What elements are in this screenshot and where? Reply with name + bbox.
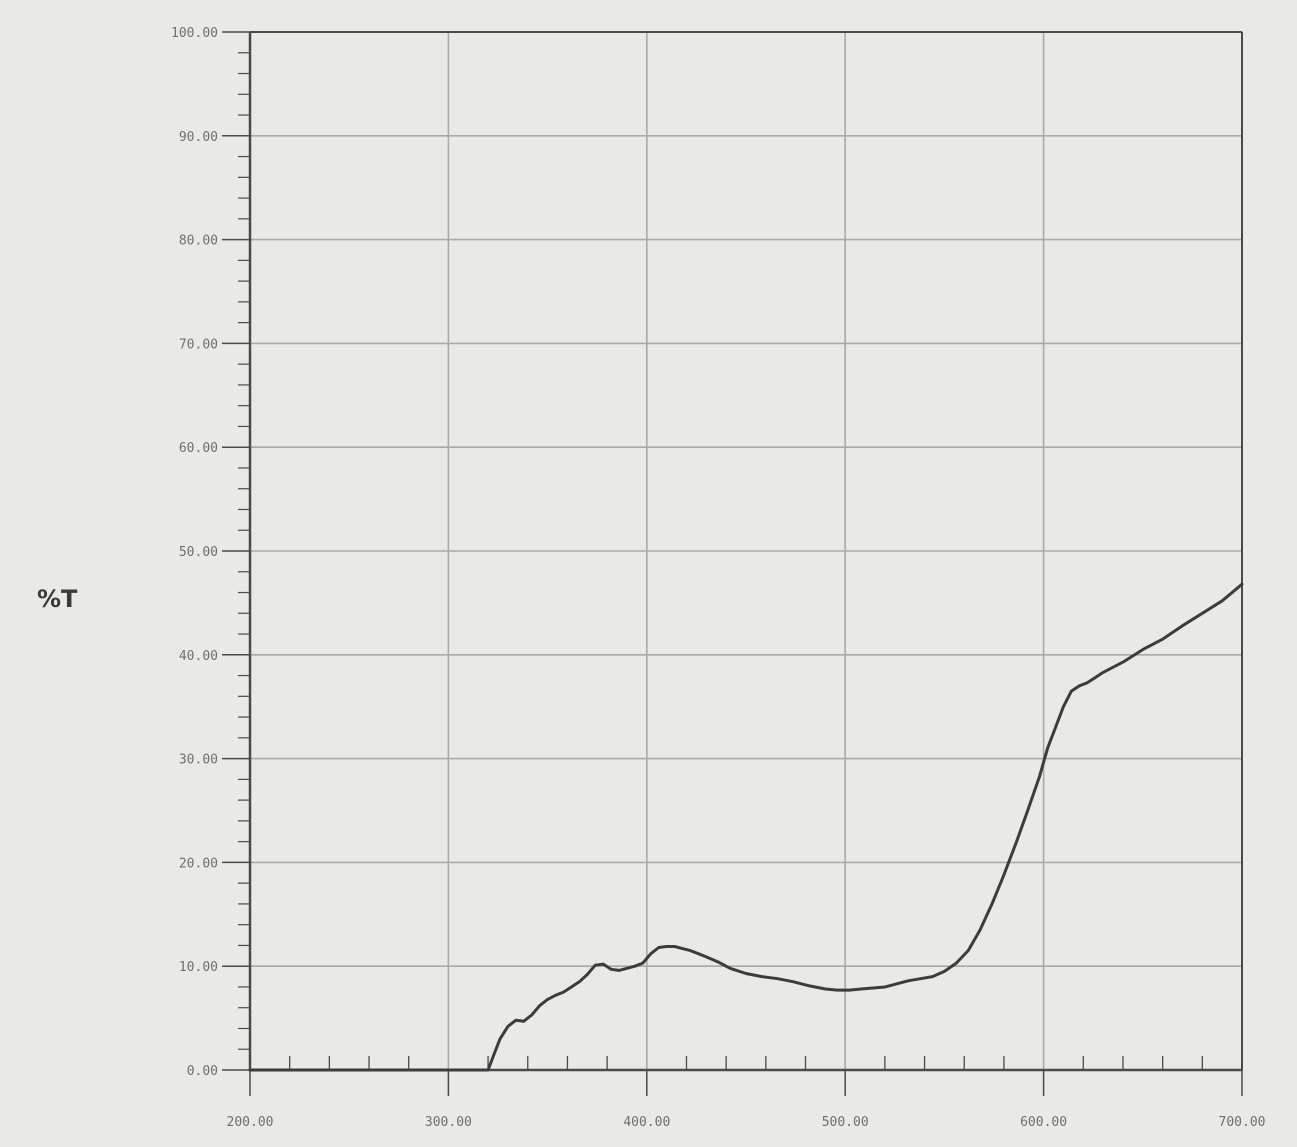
x-tick-label: 600.00 <box>1020 1115 1067 1130</box>
y-tick-label: 60.00 <box>179 441 218 456</box>
y-tick-label: 30.00 <box>179 753 218 768</box>
y-tick-label: 10.00 <box>179 960 218 975</box>
x-tick-label: 700.00 <box>1219 1115 1266 1130</box>
y-tick-label: 70.00 <box>179 337 218 352</box>
x-tick-label: 200.00 <box>227 1115 274 1130</box>
gridlines <box>250 31 1243 1070</box>
y-tick-label: 100.00 <box>171 26 218 41</box>
y-tick-labels: 0.00 10.00 20.00 30.00 40.00 50.00 60.00 70.00 8… <box>171 26 218 1079</box>
x-tick-label: 300.00 <box>425 1115 472 1130</box>
axes <box>222 31 1243 1096</box>
y-tick-label: 80.00 <box>179 234 218 249</box>
y-tick-label: 40.00 <box>179 649 218 664</box>
series-line <box>248 582 1244 1072</box>
y-tick-label: 0.00 <box>187 1064 218 1079</box>
minor-ticks <box>238 52 1203 1070</box>
x-tick-labels: 200.00 300.00 400.00 500.00 600.00 700.00 <box>227 1115 1266 1130</box>
y-axis-label: %T <box>37 585 78 613</box>
x-tick-label: 500.00 <box>822 1115 869 1130</box>
y-tick-label: 20.00 <box>179 856 218 871</box>
x-tick-label: 400.00 <box>623 1115 670 1130</box>
y-tick-label: 50.00 <box>179 545 218 560</box>
y-tick-label: 90.00 <box>179 130 218 145</box>
